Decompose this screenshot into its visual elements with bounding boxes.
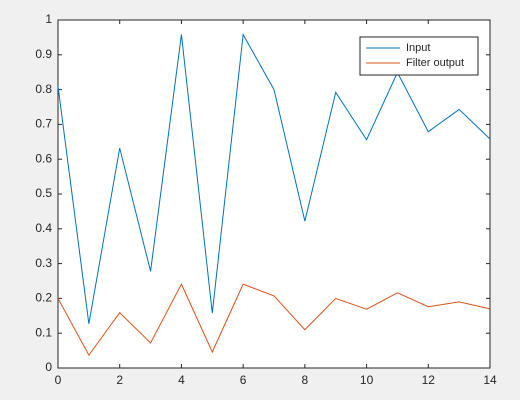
plot-area: [58, 20, 490, 368]
y-tick-label: 0.1: [35, 325, 52, 339]
legend-box: [359, 36, 479, 76]
x-tick-label: 8: [302, 373, 309, 387]
legend-label: Filter output: [406, 57, 464, 69]
y-tick-label: 0.9: [35, 47, 52, 61]
series-line: [57, 33, 491, 324]
x-tick-label: 6: [240, 373, 247, 387]
x-tick-label: 10: [360, 373, 374, 387]
x-tick-label: 12: [422, 373, 436, 387]
y-tick-label: 0.8: [35, 82, 52, 96]
y-tick-label: 0: [45, 360, 52, 374]
x-tick-label: 14: [483, 373, 497, 387]
x-tick-label: 2: [116, 373, 123, 387]
series-line: [57, 282, 491, 357]
x-tick-label: 0: [55, 373, 62, 387]
legend: Input Filter output: [359, 36, 479, 76]
legend-label: Input: [406, 42, 430, 54]
y-tick-label: 0.3: [35, 256, 52, 270]
y-tick-label: 0.5: [35, 186, 52, 200]
y-tick-label: 0.7: [35, 117, 52, 131]
y-tick-label: 0.2: [35, 291, 52, 305]
y-tick-label: 0.4: [35, 221, 52, 235]
y-tick-label: 0.6: [35, 151, 52, 165]
y-tick-label: 1: [45, 12, 52, 26]
x-tick-label: 4: [178, 373, 185, 387]
axes-box: [57, 19, 491, 369]
